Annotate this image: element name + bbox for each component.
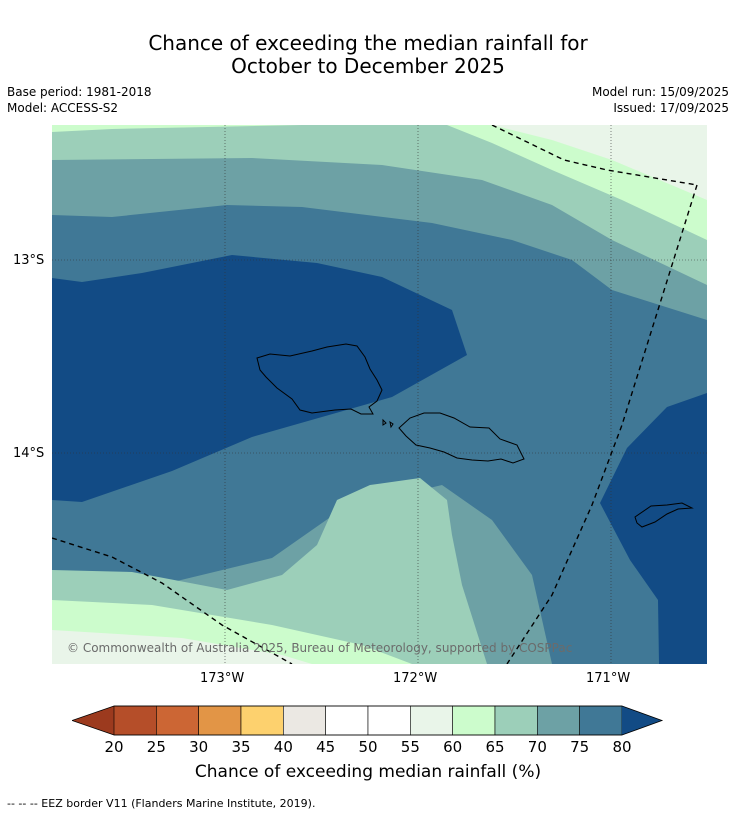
graticule <box>52 125 707 664</box>
colorbar-extend-low <box>72 706 114 735</box>
lon-label-171w: 171°W <box>586 671 631 686</box>
colorbar-cell <box>240 705 284 736</box>
rainfall-map <box>52 125 707 664</box>
colorbar-cell <box>410 705 453 736</box>
band-80-west <box>52 255 467 502</box>
colorbar-cell <box>452 705 496 736</box>
colorbar-tick-label: 40 <box>273 738 293 756</box>
tutuila-island <box>634 502 694 528</box>
colorbar <box>72 705 664 736</box>
colorbar-tick-label: 80 <box>612 738 632 756</box>
colorbar-tick-label: 70 <box>527 738 547 756</box>
colorbar-cell <box>113 705 157 736</box>
manono-island <box>389 420 394 429</box>
issued-text: Issued: 17/09/2025 <box>613 101 729 115</box>
colorbar-label: Chance of exceeding median rainfall (%) <box>194 762 542 782</box>
colorbar-cell <box>367 705 411 736</box>
model-run-text: Model run: 15/09/2025 <box>591 85 729 99</box>
colorbar-tick-label: 35 <box>231 738 251 756</box>
eez-border-southwest <box>52 537 293 664</box>
band-55-south <box>52 630 312 664</box>
lat-label-13s: 13°S <box>13 253 45 268</box>
map-canvas <box>52 125 707 664</box>
colorbar-tick-label: 75 <box>570 738 590 756</box>
model-text: Model: ACCESS-S2 <box>7 101 119 115</box>
colorbar-tick-label: 65 <box>485 738 505 756</box>
colorbar-tick-label: 45 <box>316 738 336 756</box>
eez-border <box>52 125 698 664</box>
apolima-island <box>382 418 387 426</box>
colorbar-tick-label: 25 <box>146 738 166 756</box>
colorbar-cell <box>537 705 580 736</box>
base-period-text: Base period: 1981-2018 <box>7 85 152 99</box>
eez-footnote: -- -- -- EEZ border V11 (Flanders Marine… <box>7 797 316 810</box>
metadata-left: Base period: 1981-2018 Model: ACCESS-S2 <box>7 84 152 116</box>
colorbar-tick-label: 55 <box>400 738 420 756</box>
colorbar-tick-label: 30 <box>189 738 209 756</box>
lon-label-172w: 172°W <box>393 671 438 686</box>
lat-label-14s: 14°S <box>13 446 45 461</box>
colorbar-cell <box>283 705 326 736</box>
colorbar-cell <box>156 705 199 736</box>
savaii-island <box>256 343 383 415</box>
map-title-line-1: Chance of exceeding the median rainfall … <box>148 31 588 55</box>
colorbar-tick-label: 50 <box>358 738 378 756</box>
copyright-text: © Commonwealth of Australia 2025, Bureau… <box>67 641 573 655</box>
colorbar-cell <box>325 705 369 736</box>
colorbar-cell <box>494 705 538 736</box>
colorbar-cell <box>198 705 242 736</box>
islands <box>256 343 694 528</box>
eez-border-north <box>491 125 698 186</box>
band-80-east <box>600 393 707 664</box>
colorbar-tick-label: 20 <box>104 738 124 756</box>
lon-label-173w: 173°W <box>200 671 245 686</box>
map-title-line-2: October to December 2025 <box>231 54 505 78</box>
colorbar-cell <box>579 705 623 736</box>
colorbar-extend-high <box>622 706 662 735</box>
colorbar-outline <box>72 705 664 736</box>
upolu-island <box>398 412 525 464</box>
colorbar-ticks: 20 25 30 35 40 45 50 55 60 65 70 75 80 <box>0 738 736 758</box>
metadata-right: Model run: 15/09/2025 Issued: 17/09/2025 <box>592 84 729 116</box>
colorbar-tick-label: 60 <box>443 738 463 756</box>
